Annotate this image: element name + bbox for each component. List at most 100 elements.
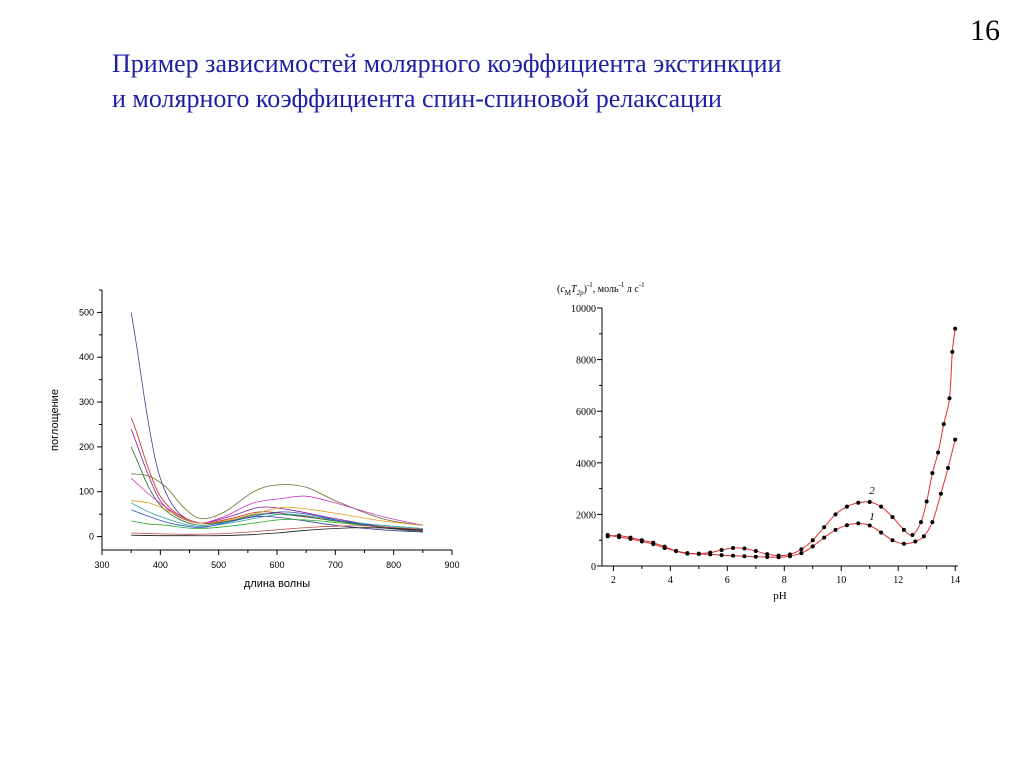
- data-point: [950, 349, 955, 354]
- y-tick-label: 300: [79, 397, 94, 407]
- relaxation-chart: (cMT2p)-1, моль-1 л с-1 2 4 6 8 10 12 14020004…: [557, 281, 960, 602]
- absorption-chart-x-axis-label: длина волны: [244, 578, 310, 590]
- data-point: [799, 551, 804, 556]
- data-point: [856, 500, 861, 505]
- data-point: [742, 554, 747, 559]
- absorption-chart: 300 400 500 600 700 800 900 0 100 200 300 400 500 дл…: [49, 289, 460, 590]
- data-point: [810, 538, 815, 543]
- data-point: [787, 552, 792, 557]
- data-point: [901, 541, 906, 546]
- y-tick-label: 500: [79, 307, 94, 317]
- y-tick-label: 0: [591, 562, 596, 573]
- x-tick-label: 700: [328, 560, 343, 570]
- x-tick-label: 600: [269, 560, 284, 570]
- x-tick-label: 900: [444, 560, 459, 570]
- y-tick-label: 100: [79, 487, 94, 497]
- absorption-chart-axes: 300 400 500 600 700 800 900 0 100 200 300 400 500: [79, 289, 460, 570]
- data-point: [930, 520, 935, 525]
- spectrum-line: [130, 312, 423, 533]
- data-point: [953, 326, 958, 331]
- data-point: [822, 525, 827, 530]
- slide-title-line-1: Пример зависимостей молярного коэффициен…: [112, 49, 782, 78]
- data-point: [953, 437, 958, 442]
- y-tick-label: 2000: [576, 510, 596, 521]
- relaxation-chart-series-group: [605, 326, 958, 560]
- title-exponent-1: -1: [587, 281, 593, 289]
- title-unit-a: , моль: [593, 284, 619, 295]
- data-point: [708, 550, 713, 555]
- data-point: [921, 534, 926, 539]
- title-t: T: [571, 284, 578, 295]
- data-point: [776, 553, 781, 558]
- data-point: [628, 535, 633, 540]
- data-point: [924, 499, 929, 504]
- data-point: [605, 534, 610, 539]
- x-tick-label: 500: [211, 560, 226, 570]
- data-point: [867, 523, 872, 528]
- spectrum-line: [131, 509, 423, 531]
- x-tick-label: 10: [836, 575, 846, 586]
- data-point: [799, 547, 804, 552]
- data-point: [696, 551, 701, 556]
- data-point: [930, 471, 935, 476]
- data-point: [674, 549, 679, 554]
- data-point: [617, 533, 622, 538]
- slide-title: Пример зависимостей молярного коэффициен…: [112, 46, 932, 116]
- y-tick-label: 10000: [571, 304, 596, 315]
- data-point: [910, 533, 915, 538]
- x-tick-label: 800: [386, 560, 401, 570]
- spectrum-line: [130, 446, 423, 533]
- data-point: [685, 551, 690, 556]
- fit-line: [607, 328, 956, 557]
- data-point: [879, 504, 884, 509]
- data-point: [639, 538, 644, 543]
- spectrum-line: [130, 428, 423, 532]
- x-tick-label: 4: [668, 575, 673, 586]
- data-point: [833, 512, 838, 517]
- x-tick-label: 300: [94, 560, 109, 570]
- data-point: [947, 396, 952, 401]
- data-point: [856, 521, 861, 526]
- data-point: [867, 500, 872, 505]
- data-point: [901, 527, 906, 532]
- spectrum-line: [131, 473, 423, 526]
- data-point: [810, 544, 815, 549]
- data-point: [731, 553, 736, 558]
- data-point: [765, 552, 770, 557]
- x-tick-label: 6: [725, 575, 730, 586]
- y-tick-label: 4000: [576, 459, 596, 470]
- spectrum-line: [131, 500, 423, 526]
- data-point: [941, 422, 946, 427]
- y-tick-label: 8000: [576, 356, 596, 367]
- absorption-chart-y-axis-label: поглощение: [49, 389, 61, 451]
- curve-label-1: 1: [869, 511, 875, 523]
- title-open-paren: (: [557, 284, 561, 295]
- data-point: [833, 527, 838, 532]
- data-point: [731, 545, 736, 550]
- data-point: [844, 504, 849, 509]
- data-point: [913, 539, 918, 544]
- relaxation-chart-y-axis-title: (cMT2p)-1, моль-1 л с-1: [557, 281, 645, 297]
- y-tick-label: 200: [79, 442, 94, 452]
- data-point: [822, 535, 827, 540]
- x-tick-label: 400: [153, 560, 168, 570]
- y-tick-label: 6000: [576, 407, 596, 418]
- y-tick-label: 0: [89, 532, 94, 542]
- data-point: [946, 465, 951, 470]
- title-c: c: [560, 284, 565, 295]
- data-point: [719, 548, 724, 553]
- spectrum-line: [130, 478, 423, 526]
- spectrum-line: [131, 518, 423, 530]
- data-point: [651, 540, 656, 545]
- data-point: [938, 491, 943, 496]
- title-c-subscript: M: [565, 289, 572, 297]
- data-point: [890, 538, 895, 543]
- title-exponent-2: -1: [619, 281, 625, 289]
- curve-label-2: 2: [869, 485, 875, 497]
- title-close-paren: ): [584, 284, 587, 295]
- absorption-chart-series-group: [130, 312, 423, 537]
- spectrum-line: [131, 525, 423, 535]
- slide-title-line-2: и молярного коэффициента спин-спиновой р…: [112, 84, 722, 113]
- data-point: [879, 530, 884, 535]
